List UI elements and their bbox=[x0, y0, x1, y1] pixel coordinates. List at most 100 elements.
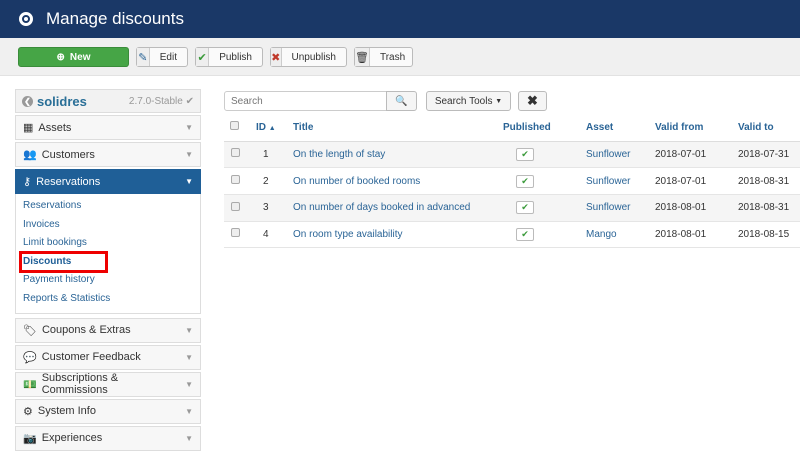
check-icon: ✔ bbox=[521, 228, 529, 239]
row-id: 3 bbox=[250, 194, 293, 222]
reservations-submenu: Reservations Invoices Limit bookings Dis… bbox=[15, 194, 201, 314]
sort-asc-icon: ▲ bbox=[268, 124, 276, 132]
camera-icon: 📷 bbox=[23, 432, 37, 445]
row-valid-from: 2018-07-01 bbox=[655, 167, 738, 195]
caret-down-icon: ▼ bbox=[185, 150, 193, 159]
row-title-link[interactable]: On number of days booked in advanced bbox=[293, 202, 471, 214]
row-valid-from: 2018-07-01 bbox=[655, 141, 738, 169]
search-tools-button[interactable]: Search Tools ▼ bbox=[426, 91, 511, 111]
caret-down-icon: ▼ bbox=[185, 379, 193, 389]
table-row: 3 On number of days booked in advanced ✔… bbox=[224, 194, 800, 222]
published-toggle[interactable]: ✔ bbox=[516, 147, 534, 161]
row-asset: Sunflower bbox=[586, 194, 655, 222]
toolbar: ⊕ New ✎ Edit ✔ Publish ✖ Unpublish 🗑 Trash bbox=[0, 38, 800, 76]
row-id: 1 bbox=[250, 141, 293, 169]
row-valid-to: 2018-08-31 bbox=[738, 167, 800, 195]
check-icon: ✔ bbox=[521, 175, 529, 186]
caret-down-icon: ▼ bbox=[495, 97, 503, 105]
table-row: 1 On the length of stay ✔ Sunflower 2018… bbox=[224, 141, 800, 169]
published-toggle[interactable]: ✔ bbox=[516, 174, 534, 188]
select-all-checkbox[interactable] bbox=[230, 121, 239, 131]
tag-icon: 🏷 bbox=[23, 324, 37, 337]
column-published[interactable]: Published bbox=[503, 114, 586, 142]
row-valid-to: 2018-08-31 bbox=[738, 194, 800, 222]
caret-down-icon: ▼ bbox=[185, 325, 193, 335]
building-icon: ▦ bbox=[23, 122, 34, 134]
published-toggle[interactable]: ✔ bbox=[516, 227, 534, 241]
check-icon: ✔ bbox=[521, 148, 529, 159]
table-row: 2 On number of booked rooms ✔ Sunflower … bbox=[224, 167, 800, 195]
submenu-discounts[interactable]: Discounts bbox=[19, 250, 108, 274]
sidebar: ❮ solidres 2.7.0-Stable ✔ ▦ Assets ▼ 👥 Custo… bbox=[15, 89, 201, 451]
check-icon: ✔ bbox=[196, 48, 210, 66]
row-id: 4 bbox=[250, 221, 293, 249]
version: 2.7.0-Stable bbox=[128, 95, 183, 107]
submenu-reservations[interactable]: Reservations bbox=[23, 200, 82, 211]
search-input[interactable] bbox=[224, 91, 387, 111]
row-asset: Sunflower bbox=[586, 167, 655, 195]
publish-button[interactable]: ✔ Publish bbox=[195, 47, 263, 67]
check-icon: ✔ bbox=[521, 202, 529, 213]
table-row: 4 On room type availability ✔ Mango 2018… bbox=[224, 221, 800, 249]
row-id: 2 bbox=[250, 167, 293, 195]
key-icon: ⚷ bbox=[23, 176, 32, 188]
row-title-link[interactable]: On room type availability bbox=[293, 228, 403, 240]
sidebar-item-subscriptions[interactable]: 💵 Subscriptions & Commissions ▼ bbox=[15, 371, 201, 397]
row-checkbox[interactable] bbox=[231, 148, 240, 158]
row-title-link[interactable]: On number of booked rooms bbox=[293, 175, 421, 187]
row-checkbox[interactable] bbox=[231, 175, 240, 185]
row-valid-from: 2018-08-01 bbox=[655, 221, 738, 249]
column-valid-to[interactable]: Valid to bbox=[738, 114, 800, 142]
sidebar-item-reservations[interactable]: ⚷ Reservations ▼ bbox=[15, 169, 201, 194]
discounts-table: ID ▲ Title Published Asset Valid from Va… bbox=[224, 114, 800, 249]
submenu-invoices[interactable]: Invoices bbox=[23, 218, 60, 230]
solidres-logo: solidres bbox=[37, 93, 87, 109]
plus-icon: ⊕ bbox=[56, 51, 65, 63]
row-valid-to: 2018-08-15 bbox=[738, 221, 800, 249]
edit-icon: ✎ bbox=[137, 48, 150, 66]
search-button[interactable]: 🔍 bbox=[386, 91, 417, 111]
submenu-limit-bookings[interactable]: Limit bookings bbox=[23, 237, 87, 249]
row-valid-from: 2018-08-01 bbox=[655, 194, 738, 222]
row-valid-to: 2018-07-31 bbox=[738, 141, 800, 169]
submenu-reports-statistics[interactable]: Reports & Statistics bbox=[23, 292, 111, 304]
submenu-payment-history[interactable]: Payment history bbox=[23, 274, 95, 286]
caret-down-icon: ▼ bbox=[185, 406, 193, 416]
sidebar-item-experiences[interactable]: 📷 Experiences ▼ bbox=[15, 425, 201, 451]
column-asset[interactable]: Asset bbox=[586, 114, 655, 142]
comments-icon: 💬 bbox=[23, 351, 37, 364]
column-valid-from[interactable]: Valid from bbox=[655, 114, 738, 142]
row-title-link[interactable]: On the length of stay bbox=[293, 148, 386, 160]
sidebar-item-coupons-extras[interactable]: 🏷 Coupons & Extras ▼ bbox=[15, 317, 201, 343]
cancel-circle-icon: ✖ bbox=[271, 48, 282, 66]
users-icon: 👥 bbox=[23, 149, 37, 161]
search-icon: 🔍 bbox=[395, 95, 408, 107]
edit-button[interactable]: ✎ Edit bbox=[136, 47, 188, 67]
page-title: Manage discounts bbox=[46, 9, 184, 28]
caret-down-icon: ▼ bbox=[185, 123, 193, 132]
column-title[interactable]: Title bbox=[293, 114, 503, 142]
new-button[interactable]: ⊕ New bbox=[18, 47, 129, 67]
sidebar-item-customers[interactable]: 👥 Customers ▼ bbox=[15, 142, 201, 167]
caret-down-icon: ▼ bbox=[185, 352, 193, 362]
money-icon: 💵 bbox=[23, 378, 37, 391]
close-icon: ✖ bbox=[527, 93, 538, 108]
sidebar-item-system-info[interactable]: ⚙ System Info ▼ bbox=[15, 398, 201, 424]
row-checkbox[interactable] bbox=[231, 201, 240, 211]
row-asset: Mango bbox=[586, 221, 655, 249]
sidebar-item-customer-feedback[interactable]: 💬 Customer Feedback ▼ bbox=[15, 344, 201, 370]
trash-icon: 🗑 bbox=[355, 48, 370, 66]
sidebar-brand: ❮ solidres 2.7.0-Stable ✔ bbox=[15, 89, 201, 113]
page-header: Manage discounts bbox=[0, 0, 800, 38]
trash-button[interactable]: 🗑 Trash bbox=[354, 47, 413, 67]
clear-button[interactable]: ✖ bbox=[518, 91, 547, 111]
row-checkbox[interactable] bbox=[231, 228, 240, 238]
back-icon[interactable]: ❮ bbox=[22, 95, 33, 107]
target-icon bbox=[19, 12, 33, 26]
gear-icon: ⚙ bbox=[23, 405, 33, 418]
published-toggle[interactable]: ✔ bbox=[516, 201, 534, 215]
column-id[interactable]: ID ▲ bbox=[250, 114, 293, 142]
caret-down-icon: ▼ bbox=[185, 433, 193, 443]
sidebar-item-assets[interactable]: ▦ Assets ▼ bbox=[15, 115, 201, 140]
unpublish-button[interactable]: ✖ Unpublish bbox=[270, 47, 347, 67]
